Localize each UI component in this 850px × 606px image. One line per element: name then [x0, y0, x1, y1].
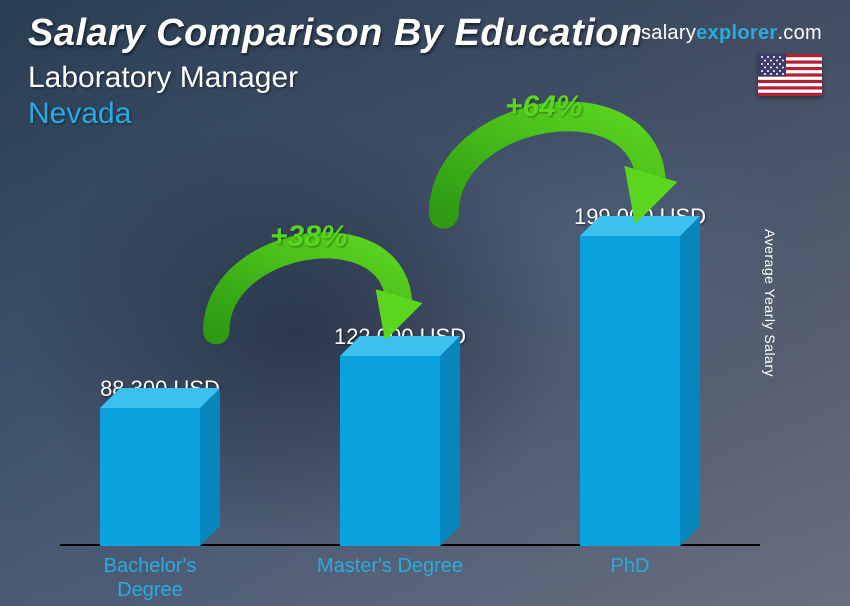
bar-group: 88,300 USDBachelor's Degree [90, 376, 230, 546]
brand-part3: .com [777, 22, 822, 44]
bar-3d [340, 356, 460, 546]
bar-side [200, 388, 220, 546]
brand-logo: salaryexplorer.com [641, 22, 822, 45]
bar-front [340, 356, 440, 546]
bar-group: 199,000 USDPhD [570, 204, 710, 546]
bar-chart: 88,300 USDBachelor's Degree 122,000 USDMa… [60, 160, 760, 546]
bar-category-label: Bachelor's Degree [70, 554, 230, 602]
bar-front [100, 408, 200, 546]
bar-front [580, 236, 680, 546]
bar-side [680, 216, 700, 546]
bar-3d [580, 236, 700, 546]
bar-top [100, 388, 220, 408]
bar-category-label: PhD [550, 554, 710, 578]
y-axis-label: Average Yearly Salary [762, 229, 778, 377]
brand-part1: salary [641, 22, 696, 44]
brand-part2: explorer [696, 22, 777, 44]
increase-percent-label: +38% [270, 220, 348, 254]
bar-side [440, 336, 460, 546]
increase-percent-label: +64% [505, 90, 583, 124]
bar-group: 122,000 USDMaster's Degree [330, 324, 470, 546]
us-flag-icon [758, 54, 822, 96]
bar-3d [100, 408, 220, 546]
bar-category-label: Master's Degree [310, 554, 470, 578]
